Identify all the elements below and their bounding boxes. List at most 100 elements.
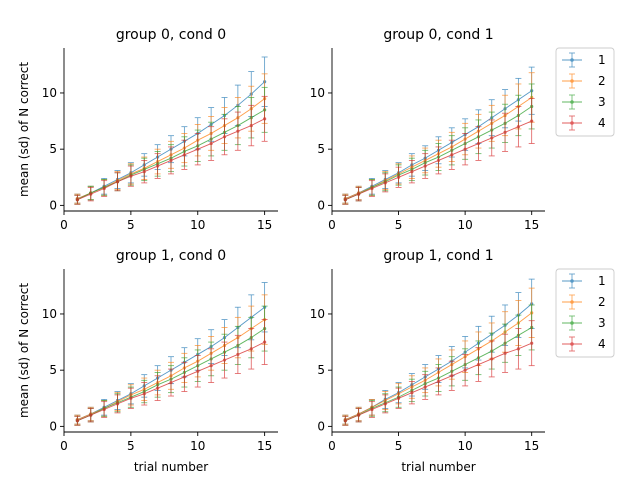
data-point — [450, 374, 454, 378]
data-point — [169, 380, 173, 385]
x-tick-label: 5 — [395, 218, 403, 232]
x-tick-label: 10 — [457, 439, 472, 453]
subplot-title: group 0, cond 0 — [116, 27, 226, 43]
data-point — [490, 136, 494, 140]
data-point — [410, 170, 414, 174]
data-point — [129, 396, 133, 400]
data-point — [490, 357, 494, 361]
legend-item-2 — [562, 294, 582, 310]
series-3 — [74, 305, 268, 426]
x-tick-label: 5 — [127, 218, 135, 232]
x-tick-label: 5 — [395, 439, 403, 453]
legend-marker — [570, 100, 574, 104]
data-point — [156, 386, 160, 390]
data-point — [222, 135, 227, 139]
data-point — [169, 158, 173, 163]
legend-item-4 — [562, 336, 582, 352]
series-4 — [74, 319, 268, 426]
data-point — [383, 402, 387, 406]
data-point — [209, 141, 213, 146]
data-point — [423, 164, 427, 168]
series-3 — [342, 83, 535, 205]
data-point — [236, 352, 240, 357]
data-point — [156, 164, 160, 168]
data-point — [463, 147, 467, 151]
legend-marker — [570, 342, 574, 346]
y-tick-label: 5 — [317, 363, 325, 377]
y-tick-label: 0 — [317, 419, 325, 433]
data-point — [115, 402, 120, 406]
data-point — [182, 375, 186, 379]
legend-marker — [570, 121, 574, 125]
x-tick-label: 15 — [524, 218, 539, 232]
data-point — [357, 192, 361, 196]
series-3 — [342, 304, 535, 426]
x-tick-label: 0 — [60, 439, 68, 453]
x-tick-label: 10 — [190, 218, 205, 232]
data-point — [263, 117, 267, 121]
data-point — [142, 392, 146, 396]
legend-label: 2 — [598, 295, 606, 309]
y-tick-label: 10 — [310, 86, 325, 100]
y-tick-label: 10 — [42, 307, 57, 321]
subplot-1: group 0, cond 1 0 5 10 15 0 5 10 — [310, 27, 545, 232]
legend-label: 1 — [598, 53, 606, 67]
data-point — [196, 369, 200, 373]
data-point — [396, 396, 401, 400]
data-point — [115, 180, 120, 184]
y-tick-label: 0 — [49, 419, 57, 433]
data-point — [196, 147, 200, 151]
data-point — [436, 158, 441, 163]
data-point — [182, 153, 186, 157]
legend-label: 3 — [598, 95, 606, 109]
series-1 — [342, 278, 535, 425]
subplot-2: group 1, cond 0 0 5 10 15 0 5 10 mean (sd) of N … — [17, 248, 278, 474]
x-tick-label: 10 — [457, 218, 472, 232]
data-point — [370, 186, 374, 191]
legend: 1 2 3 4 — [555, 268, 615, 358]
legend-marker — [570, 321, 574, 325]
x-tick-label: 15 — [257, 439, 272, 453]
data-point — [530, 341, 534, 345]
data-point — [530, 119, 534, 123]
series-1 — [342, 66, 535, 204]
data-point — [263, 340, 267, 344]
subplot-title: group 1, cond 0 — [116, 248, 226, 264]
data-point — [222, 358, 227, 362]
data-point — [236, 129, 240, 133]
x-tick-label: 15 — [524, 439, 539, 453]
series-4 — [342, 320, 535, 426]
data-point — [436, 379, 441, 384]
legend: 1 2 3 4 — [555, 47, 615, 137]
data-point — [209, 364, 213, 368]
y-tick-label: 10 — [310, 307, 325, 321]
legend-marker — [570, 279, 574, 283]
y-tick-label: 5 — [317, 142, 325, 156]
y-tick-label: 0 — [317, 198, 325, 212]
legend-item-3 — [562, 315, 582, 331]
legend-label: 2 — [598, 74, 606, 88]
data-point — [410, 391, 414, 395]
legend-item-2 — [562, 73, 582, 89]
data-point — [516, 125, 520, 129]
data-point — [476, 362, 481, 367]
data-point — [249, 347, 253, 351]
data-point — [357, 413, 361, 417]
x-tick-label: 5 — [127, 439, 135, 453]
x-tick-label: 10 — [190, 439, 205, 453]
x-tick-label: 0 — [328, 218, 336, 232]
data-point — [75, 419, 79, 423]
legend-marker — [570, 300, 574, 304]
data-point — [463, 368, 467, 372]
data-point — [370, 407, 374, 412]
data-point — [89, 192, 93, 196]
data-point — [516, 347, 520, 351]
legend-marker — [570, 58, 574, 62]
y-tick-label: 10 — [42, 86, 57, 100]
data-point — [102, 407, 106, 412]
legend-frame — [555, 47, 615, 137]
legend-label: 4 — [598, 116, 606, 130]
data-point — [396, 175, 401, 179]
legend-item-4 — [562, 115, 582, 131]
legend-label: 4 — [598, 337, 606, 351]
